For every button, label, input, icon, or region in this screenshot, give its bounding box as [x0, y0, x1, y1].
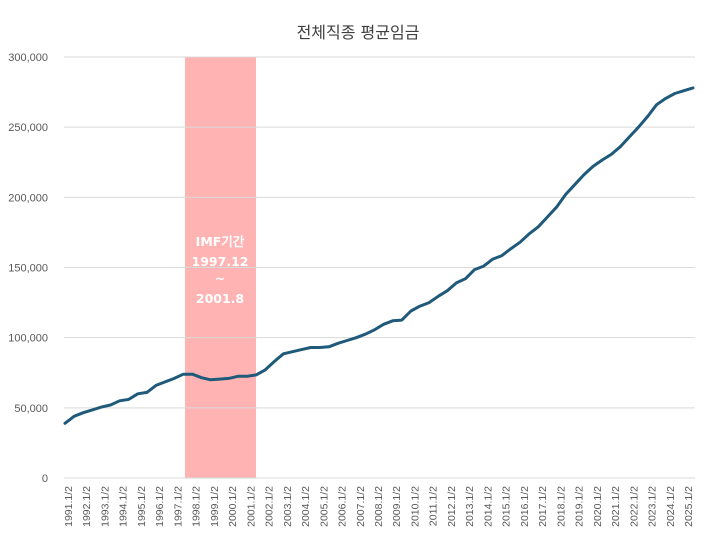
x-tick-label: 2009.1/2: [391, 486, 403, 527]
x-tick-label: 1993.1/2: [99, 486, 111, 527]
x-tick-label: 2025.1/2: [683, 486, 695, 527]
y-tick-label: 250,000: [8, 122, 48, 134]
chart-title: 전체직종 평균임금: [297, 23, 420, 42]
x-tick-label: 2003.1/2: [282, 486, 294, 527]
x-axis-ticks: 1991.1/2 1992.1/2 1993.1/2 1994.1/2 1995.1/2…: [63, 486, 695, 527]
y-tick-label: 200,000: [8, 192, 48, 204]
y-axis-ticks: 0 50,000 100,000 150,000 200,000 250,000 300,0…: [8, 52, 48, 485]
x-tick-label: 1998.1/2: [191, 486, 203, 527]
x-tick-label: 1991.1/2: [63, 486, 75, 527]
x-tick-label: 2004.1/2: [300, 486, 312, 527]
x-tick-label: 2010.1/2: [409, 486, 421, 527]
x-tick-label: 2012.1/2: [446, 486, 458, 527]
x-tick-label: 2001.1/2: [245, 486, 257, 527]
x-tick-label: 2023.1/2: [647, 486, 659, 527]
x-tick-label: 2020.1/2: [592, 486, 604, 527]
imf-period-annotation: IMF기간 1997.12 ~2001.8: [192, 234, 249, 306]
x-tick-label: 1999.1/2: [209, 486, 221, 527]
x-tick-label: 2007.1/2: [355, 486, 367, 527]
x-tick-label: 1997.1/2: [172, 486, 184, 527]
series-line-path: [63, 86, 695, 425]
x-tick-label: 1996.1/2: [154, 486, 166, 527]
x-tick-label: 1994.1/2: [118, 486, 130, 527]
x-tick-label: 2022.1/2: [628, 486, 640, 527]
x-tick-label: 2008.1/2: [373, 486, 385, 527]
x-tick-label: 2015.1/2: [501, 486, 513, 527]
x-tick-label: 2017.1/2: [537, 486, 549, 527]
x-tick-label: 2002.1/2: [264, 486, 276, 527]
x-tick-label: 2011.1/2: [428, 486, 440, 526]
x-tick-label: 2014.1/2: [482, 486, 494, 527]
y-tick-label: 0: [42, 473, 48, 485]
y-tick-label: 300,000: [8, 52, 48, 64]
x-tick-label: 2000.1/2: [227, 486, 239, 527]
x-tick-label: 2013.1/2: [464, 486, 476, 527]
x-tick-label: 2016.1/2: [519, 486, 531, 527]
imf-annotation-line: 1997.12: [192, 254, 249, 269]
x-tick-label: 2005.1/2: [318, 486, 330, 527]
y-tick-label: 100,000: [8, 333, 48, 345]
y-tick-label: 50,000: [14, 403, 48, 415]
x-tick-label: 1995.1/2: [136, 486, 148, 527]
imf-annotation-line: 2001.8: [196, 291, 244, 306]
x-tick-label: 2021.1/2: [610, 486, 622, 527]
x-tick-label: 2024.1/2: [665, 486, 677, 527]
x-tick-label: 2019.1/2: [574, 486, 586, 527]
imf-annotation-line: IMF기간: [196, 234, 245, 249]
y-tick-label: 150,000: [8, 263, 48, 275]
x-tick-label: 2018.1/2: [555, 486, 567, 527]
x-tick-label: 2006.1/2: [337, 486, 349, 527]
series-line: [63, 86, 695, 425]
gridlines: [64, 56, 695, 479]
imf-annotation-line: ~: [215, 271, 225, 286]
x-tick-label: 1992.1/2: [81, 486, 93, 527]
